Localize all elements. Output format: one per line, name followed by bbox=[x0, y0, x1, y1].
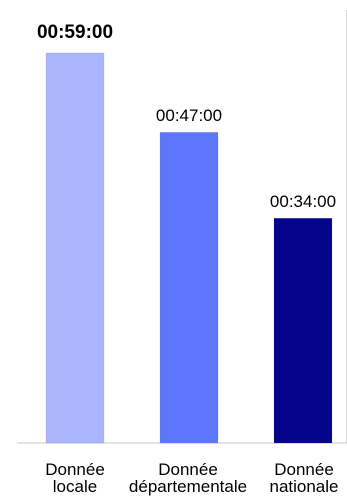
bar-departmental bbox=[159, 132, 219, 444]
category-label-national: Donnée nationale bbox=[269, 460, 339, 496]
bar-national bbox=[273, 218, 333, 444]
data-label-departmental: 00:47:00 bbox=[155, 106, 223, 126]
data-label-local: 00:59:00 bbox=[36, 22, 114, 43]
category-label-departmental: Donnée départementale bbox=[128, 460, 248, 496]
category-label-local: Donnée locale bbox=[45, 460, 105, 496]
data-label-national: 00:34:00 bbox=[269, 192, 337, 212]
bar-local bbox=[45, 52, 105, 444]
